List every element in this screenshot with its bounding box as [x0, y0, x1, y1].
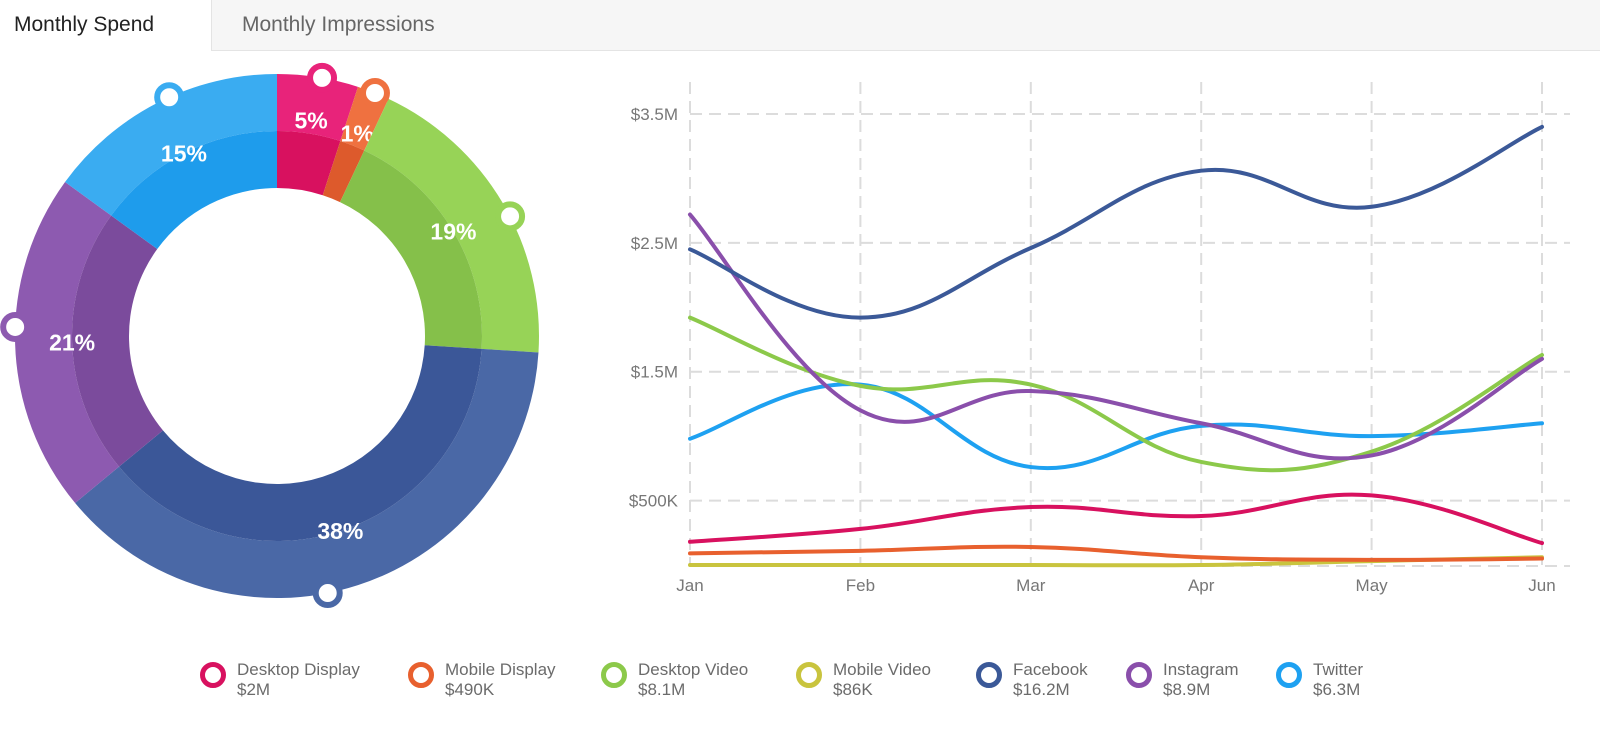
- legend-name: Facebook: [1013, 660, 1088, 679]
- donut-slice-outer-desktop-video[interactable]: [364, 98, 539, 353]
- donut-marker-instagram[interactable]: [0, 311, 31, 342]
- donut-slice-twitter[interactable]: [111, 131, 277, 250]
- legend-ring-icon: [1276, 662, 1302, 688]
- y-tick-label: $1.5M: [631, 363, 678, 382]
- legend-name: Mobile Video: [833, 660, 931, 679]
- y-tick-label: $2.5M: [631, 234, 678, 253]
- grid-lines: [689, 82, 1570, 567]
- donut-marker-mobile-display[interactable]: [359, 78, 390, 109]
- x-tick-label: Apr: [1188, 576, 1215, 595]
- donut-chart: 5% 1%19%38%21%15%: [0, 62, 539, 609]
- donut-label-instagram: 21%: [49, 329, 95, 355]
- donut-slice-outer-desktop-display[interactable]: [277, 74, 358, 142]
- donut-slice-desktop-display[interactable]: [277, 131, 341, 196]
- legend-name: Desktop Video: [638, 660, 749, 679]
- x-tick-label: Jan: [676, 576, 703, 595]
- donut-marker-desktop-video[interactable]: [495, 201, 526, 232]
- donut-marker-facebook[interactable]: [312, 578, 343, 609]
- x-tick-label: May: [1356, 576, 1389, 595]
- legend-name: Desktop Display: [237, 660, 360, 679]
- legend-ring-icon: [976, 662, 1002, 688]
- y-tick-label: $3.5M: [631, 105, 678, 124]
- legend-name: Instagram: [1163, 660, 1239, 679]
- legend-value: $8.1M: [638, 680, 686, 699]
- legend-ring-icon: [1126, 662, 1152, 688]
- x-tick-label: Jun: [1528, 576, 1555, 595]
- tab-bar: Monthly Spend Monthly Impressions: [0, 0, 1600, 51]
- donut-slice-facebook[interactable]: [119, 345, 482, 541]
- legend-value: $8.9M: [1163, 680, 1211, 699]
- donut-slice-mobile-display[interactable]: [322, 141, 365, 203]
- donut-slice-outer-facebook[interactable]: [75, 348, 539, 599]
- x-tick-label: Feb: [846, 576, 875, 595]
- legend-ring-icon: [796, 662, 822, 688]
- legend-value: $2M: [237, 680, 271, 699]
- donut-slice-outer-instagram[interactable]: [14, 182, 120, 504]
- donut-slice-outer-twitter[interactable]: [65, 74, 278, 216]
- donut-label-facebook: 38%: [317, 518, 363, 544]
- donut-slice-instagram[interactable]: [72, 215, 163, 467]
- donut-label-twitter: 15%: [161, 140, 207, 166]
- tab-monthly-impressions[interactable]: Monthly Impressions: [242, 13, 435, 36]
- series-line-facebook[interactable]: [688, 124, 1544, 320]
- series-line-desktop-video[interactable]: [688, 315, 1544, 473]
- series-line-mobile-display[interactable]: [688, 544, 1544, 562]
- legend-name: Twitter: [1313, 660, 1364, 679]
- donut-marker-desktop-display[interactable]: [307, 62, 338, 93]
- donut-slice-desktop-video[interactable]: [340, 150, 482, 349]
- x-tick-label: Mar: [1016, 576, 1046, 595]
- donut-label-desktop-display: 5%: [294, 108, 327, 134]
- line-chart: $500K $1.5M $2.5M $3.5M Jan Feb Mar Apr May Jun: [629, 82, 1570, 595]
- series-line-desktop-display[interactable]: [688, 492, 1544, 546]
- legend-ring-icon: [200, 662, 226, 688]
- legend-ring-icon: [601, 662, 627, 688]
- donut-label-desktop-video: 19%: [430, 219, 476, 245]
- series-line-twitter[interactable]: [688, 382, 1544, 471]
- legend-value: $490K: [445, 680, 495, 699]
- legend-value: $86K: [833, 680, 873, 699]
- legend-value: $16.2M: [1013, 680, 1070, 699]
- y-tick-label: $500K: [629, 492, 679, 511]
- donut-marker-twitter[interactable]: [154, 82, 185, 113]
- series-line-instagram[interactable]: [688, 212, 1544, 461]
- legend-value: $6.3M: [1313, 680, 1361, 699]
- tab-monthly-spend[interactable]: Monthly Spend: [0, 0, 212, 51]
- legend-name: Mobile Display: [445, 660, 556, 679]
- legend-ring-icon: [408, 662, 434, 688]
